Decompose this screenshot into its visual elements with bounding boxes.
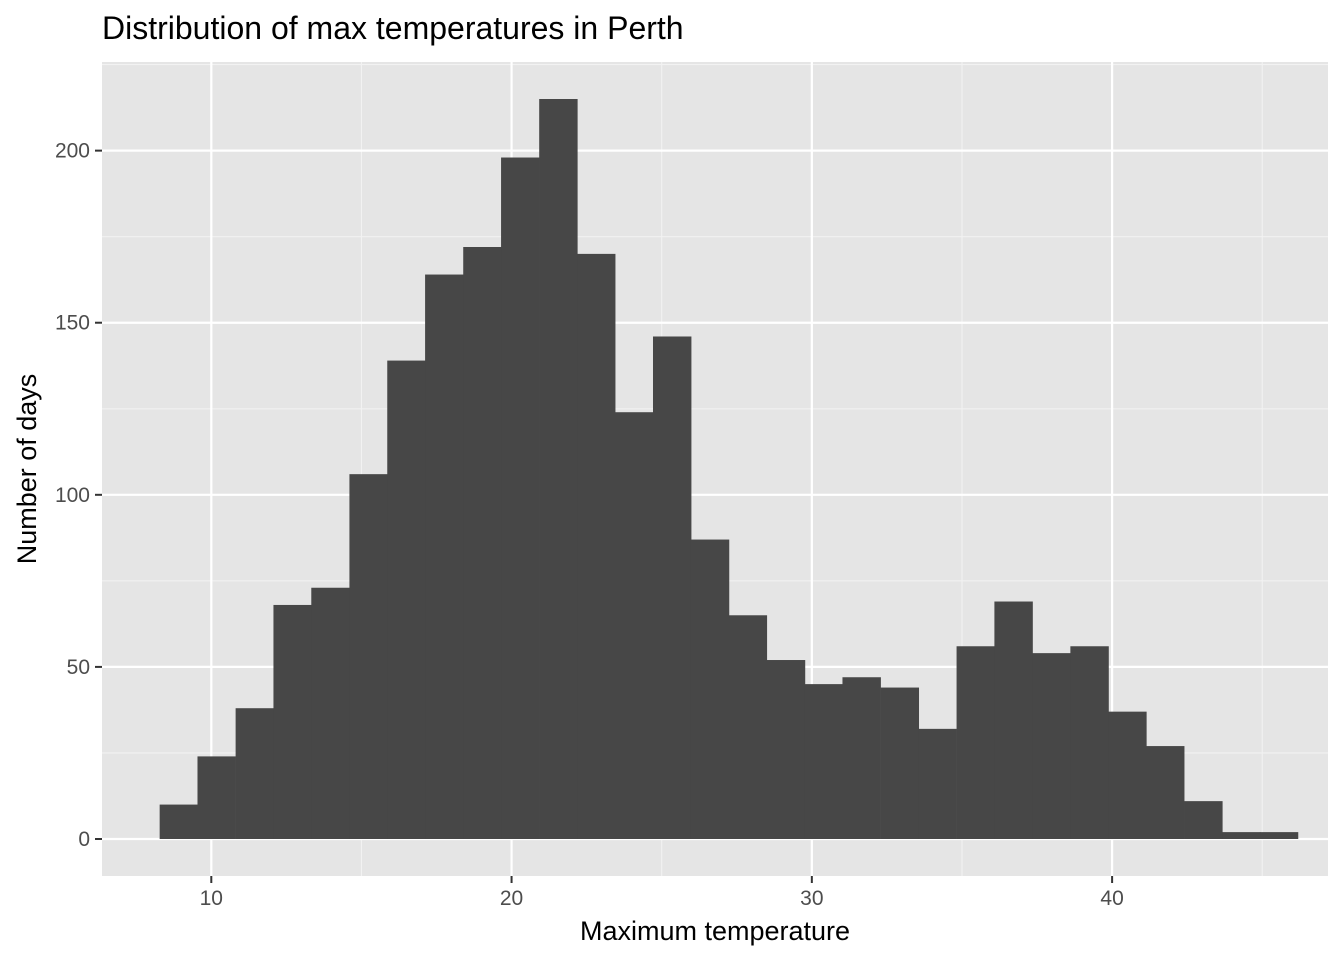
histogram-bar — [804, 684, 844, 839]
histogram-bars — [159, 99, 1299, 840]
histogram-bar — [425, 274, 464, 839]
histogram-bar — [614, 412, 654, 839]
histogram-bar — [1184, 801, 1223, 839]
histogram-bar — [273, 604, 312, 839]
histogram-bar — [994, 601, 1033, 839]
histogram-bar — [728, 615, 768, 839]
histogram-bar — [311, 587, 350, 839]
histogram-bar — [956, 646, 995, 839]
y-axis-title: Number of days — [12, 374, 42, 565]
histogram-bar — [1222, 832, 1261, 839]
x-tick-label: 30 — [800, 887, 823, 910]
histogram-bar — [652, 336, 692, 839]
histogram-bar — [501, 157, 540, 840]
histogram-bar — [577, 253, 616, 839]
y-tick-label: 0 — [78, 828, 90, 851]
x-axis: 10 20 30 40 — [200, 876, 1124, 910]
histogram-bar — [539, 99, 578, 839]
histogram-bar — [1259, 832, 1299, 839]
histogram-bar — [463, 247, 502, 839]
histogram-bar — [690, 539, 730, 839]
histogram-bar — [349, 474, 388, 839]
histogram-bar — [918, 728, 957, 839]
histogram-bar — [1146, 746, 1185, 839]
y-axis: 0 50 100 150 200 — [55, 140, 102, 851]
histogram-bar — [880, 687, 920, 839]
x-tick-label: 40 — [1100, 887, 1123, 910]
histogram-bar — [766, 660, 806, 839]
histogram-bar — [235, 708, 275, 839]
histogram-bar — [1108, 711, 1147, 839]
histogram-bar — [842, 677, 881, 839]
x-axis-title: Maximum temperature — [580, 916, 850, 946]
y-tick-label: 150 — [55, 312, 90, 335]
x-tick-label: 20 — [500, 887, 523, 910]
y-tick-label: 100 — [55, 484, 90, 507]
histogram-bar — [387, 360, 426, 839]
histogram-bar — [159, 804, 199, 839]
y-tick-label: 50 — [67, 656, 90, 679]
histogram-bar — [1032, 653, 1071, 839]
y-tick-label: 200 — [55, 140, 90, 163]
chart-title: Distribution of max temperatures in Pert… — [102, 10, 684, 46]
x-tick-label: 10 — [200, 887, 223, 910]
histogram-bar — [1070, 646, 1109, 839]
histogram-bar — [197, 756, 236, 839]
